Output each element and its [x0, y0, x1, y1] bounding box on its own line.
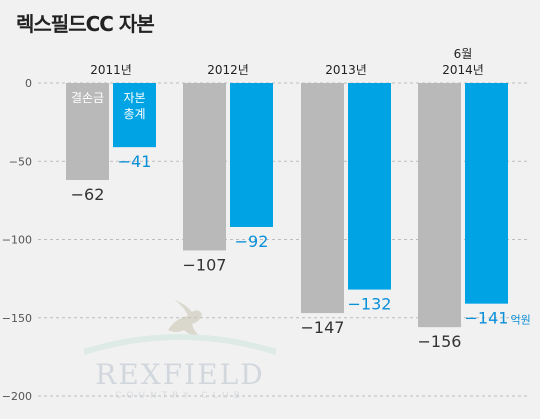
legend-deficit: 결손금 — [71, 91, 104, 105]
chart-title: 렉스필드CC 자본 — [16, 12, 155, 36]
category-label: 2012년 — [207, 63, 249, 77]
logo-arc — [83, 334, 277, 355]
value-label-total-capital: −132 — [348, 295, 392, 314]
value-label-total-capital: −141 — [465, 309, 509, 328]
bar-total-capital — [348, 83, 391, 290]
legend-total-capital: 총계 — [123, 107, 145, 121]
value-label-total-capital: −41 — [118, 152, 152, 171]
y-tick-label: 0 — [25, 77, 32, 90]
value-label-total-capital: −92 — [235, 232, 269, 251]
bar-total-capital — [230, 83, 273, 227]
value-label-deficit: −107 — [183, 255, 227, 274]
value-label-deficit: −62 — [71, 185, 105, 204]
bar-deficit — [418, 83, 461, 328]
y-tick-label: −100 — [2, 234, 32, 247]
unit-label: 억원 — [511, 314, 531, 327]
legend-total-capital: 자본 — [123, 91, 145, 105]
bar-total-capital — [465, 83, 508, 304]
bar-deficit — [301, 83, 344, 314]
category-label: 6월 — [454, 47, 473, 61]
bar-total-capital — [113, 83, 156, 148]
y-tick-label: −50 — [9, 155, 32, 168]
y-tick-label: −200 — [2, 390, 32, 403]
logo-wordmark: REXFIELD — [95, 358, 264, 391]
bar-deficit — [66, 83, 109, 181]
y-tick-label: −150 — [2, 312, 32, 325]
bar-deficit — [183, 83, 226, 251]
category-label: 2011년 — [90, 63, 132, 77]
category-label: 2013년 — [325, 63, 367, 77]
category-label: 2014년 — [442, 63, 484, 77]
value-label-deficit: −147 — [301, 318, 345, 337]
value-label-deficit: −156 — [418, 332, 462, 351]
deer-icon — [168, 300, 202, 336]
